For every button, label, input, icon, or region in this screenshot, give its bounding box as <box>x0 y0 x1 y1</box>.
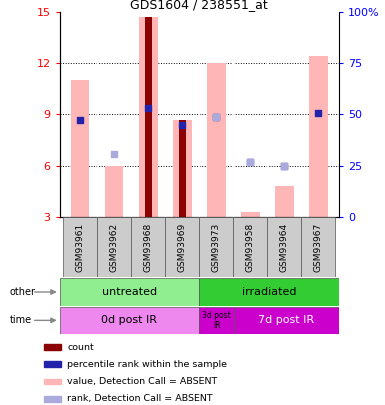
Bar <box>173 119 192 217</box>
Bar <box>60 307 199 334</box>
Bar <box>145 17 152 217</box>
Bar <box>233 217 267 277</box>
Bar <box>63 217 97 277</box>
Point <box>247 159 253 165</box>
Bar <box>309 56 328 217</box>
Text: GSM93968: GSM93968 <box>144 223 153 272</box>
Bar <box>105 166 124 217</box>
Point <box>179 122 185 128</box>
Bar <box>44 379 61 384</box>
Text: GSM93969: GSM93969 <box>178 223 187 272</box>
Point <box>213 114 219 120</box>
Bar <box>71 80 89 217</box>
Bar <box>179 119 186 217</box>
Text: rank, Detection Call = ABSENT: rank, Detection Call = ABSENT <box>67 394 213 403</box>
Bar <box>234 307 339 334</box>
Text: 0d post IR: 0d post IR <box>102 315 157 325</box>
Bar <box>97 217 131 277</box>
Point <box>315 109 321 116</box>
Text: value, Detection Call = ABSENT: value, Detection Call = ABSENT <box>67 377 218 386</box>
Text: 7d post IR: 7d post IR <box>258 315 315 325</box>
Text: count: count <box>67 343 94 352</box>
Text: time: time <box>10 315 32 325</box>
Bar <box>139 17 157 217</box>
Text: untreated: untreated <box>102 287 157 297</box>
Bar <box>199 307 234 334</box>
Text: GSM93973: GSM93973 <box>212 223 221 272</box>
Text: percentile rank within the sample: percentile rank within the sample <box>67 360 228 369</box>
Bar <box>199 217 233 277</box>
Point <box>247 159 253 165</box>
Text: GSM93962: GSM93962 <box>110 223 119 272</box>
Text: GSM93964: GSM93964 <box>280 223 289 272</box>
Bar <box>241 211 259 217</box>
Bar <box>131 217 165 277</box>
Bar <box>165 217 199 277</box>
Point <box>281 163 288 170</box>
Point <box>281 162 288 169</box>
Bar <box>207 63 226 217</box>
Bar <box>301 217 335 277</box>
Text: GSM93958: GSM93958 <box>246 223 255 272</box>
Bar <box>44 361 61 367</box>
Text: 3d post
IR: 3d post IR <box>202 311 231 330</box>
Text: other: other <box>10 287 36 297</box>
Text: irradiated: irradiated <box>242 287 296 297</box>
Bar <box>199 278 339 306</box>
Bar <box>267 217 301 277</box>
Title: GDS1604 / 238551_at: GDS1604 / 238551_at <box>131 0 268 11</box>
Bar <box>60 278 199 306</box>
Bar <box>275 186 294 217</box>
Point <box>111 150 117 157</box>
Point <box>145 104 151 111</box>
Bar <box>44 396 61 402</box>
Text: GSM93967: GSM93967 <box>314 223 323 272</box>
Point <box>213 114 219 120</box>
Point <box>77 116 83 123</box>
Text: GSM93961: GSM93961 <box>75 223 85 272</box>
Bar <box>44 344 61 350</box>
